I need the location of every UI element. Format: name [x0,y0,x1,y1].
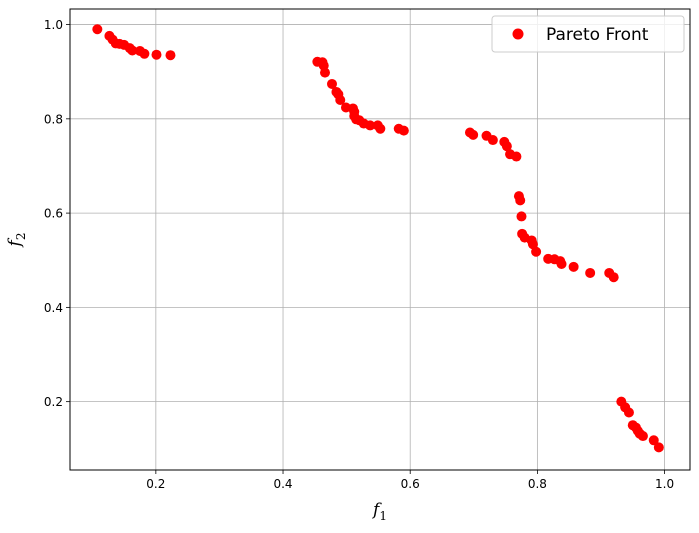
data-point [623,407,634,418]
legend-marker [512,28,524,40]
data-point [568,261,579,272]
data-point [151,49,162,60]
y-axis-label-group: f2 [5,233,28,249]
x-tick-label: 0.2 [146,477,165,491]
data-point [608,272,619,283]
x-tick-label: 0.8 [528,477,547,491]
data-point [531,246,542,257]
data-point [585,267,596,278]
y-tick-label: 0.4 [44,301,63,315]
data-point [326,78,337,89]
y-tick-label: 0.6 [44,207,63,221]
data-point [139,48,150,59]
data-point [515,195,526,206]
x-axis-ticks: 0.2 0.4 0.6 0.8 1.0 [146,470,674,491]
data-point [398,125,409,136]
data-point [335,94,346,105]
y-axis-label: f2 [5,233,28,249]
data-point [511,151,522,162]
x-tick-label: 0.6 [401,477,420,491]
legend: Pareto Front [491,15,685,53]
plot-frame [69,8,691,471]
x-tick-label: 1.0 [655,477,674,491]
data-point [556,259,567,270]
data-point [501,141,512,152]
data-point [365,120,376,131]
data-point [527,239,538,250]
y-tick-label: 0.2 [44,395,63,409]
data-point [92,24,103,35]
x-axis-label: f1 [371,500,387,523]
data-point [516,211,527,222]
scatter-points [92,24,664,453]
y-tick-label: 0.8 [44,112,63,126]
y-axis-ticks: 0.2 0.4 0.6 0.8 1.0 [44,18,70,409]
data-point [468,129,479,140]
data-point [648,435,659,446]
legend-label: Pareto Front [546,25,649,45]
x-tick-label: 0.4 [273,477,292,491]
y-tick-label: 1.0 [44,18,63,32]
data-point [375,123,386,134]
data-point [127,45,138,56]
data-point [165,50,176,61]
data-point [653,442,664,453]
data-point [637,431,648,442]
data-point [319,67,330,78]
data-point [487,135,498,146]
legend-box [491,15,685,53]
